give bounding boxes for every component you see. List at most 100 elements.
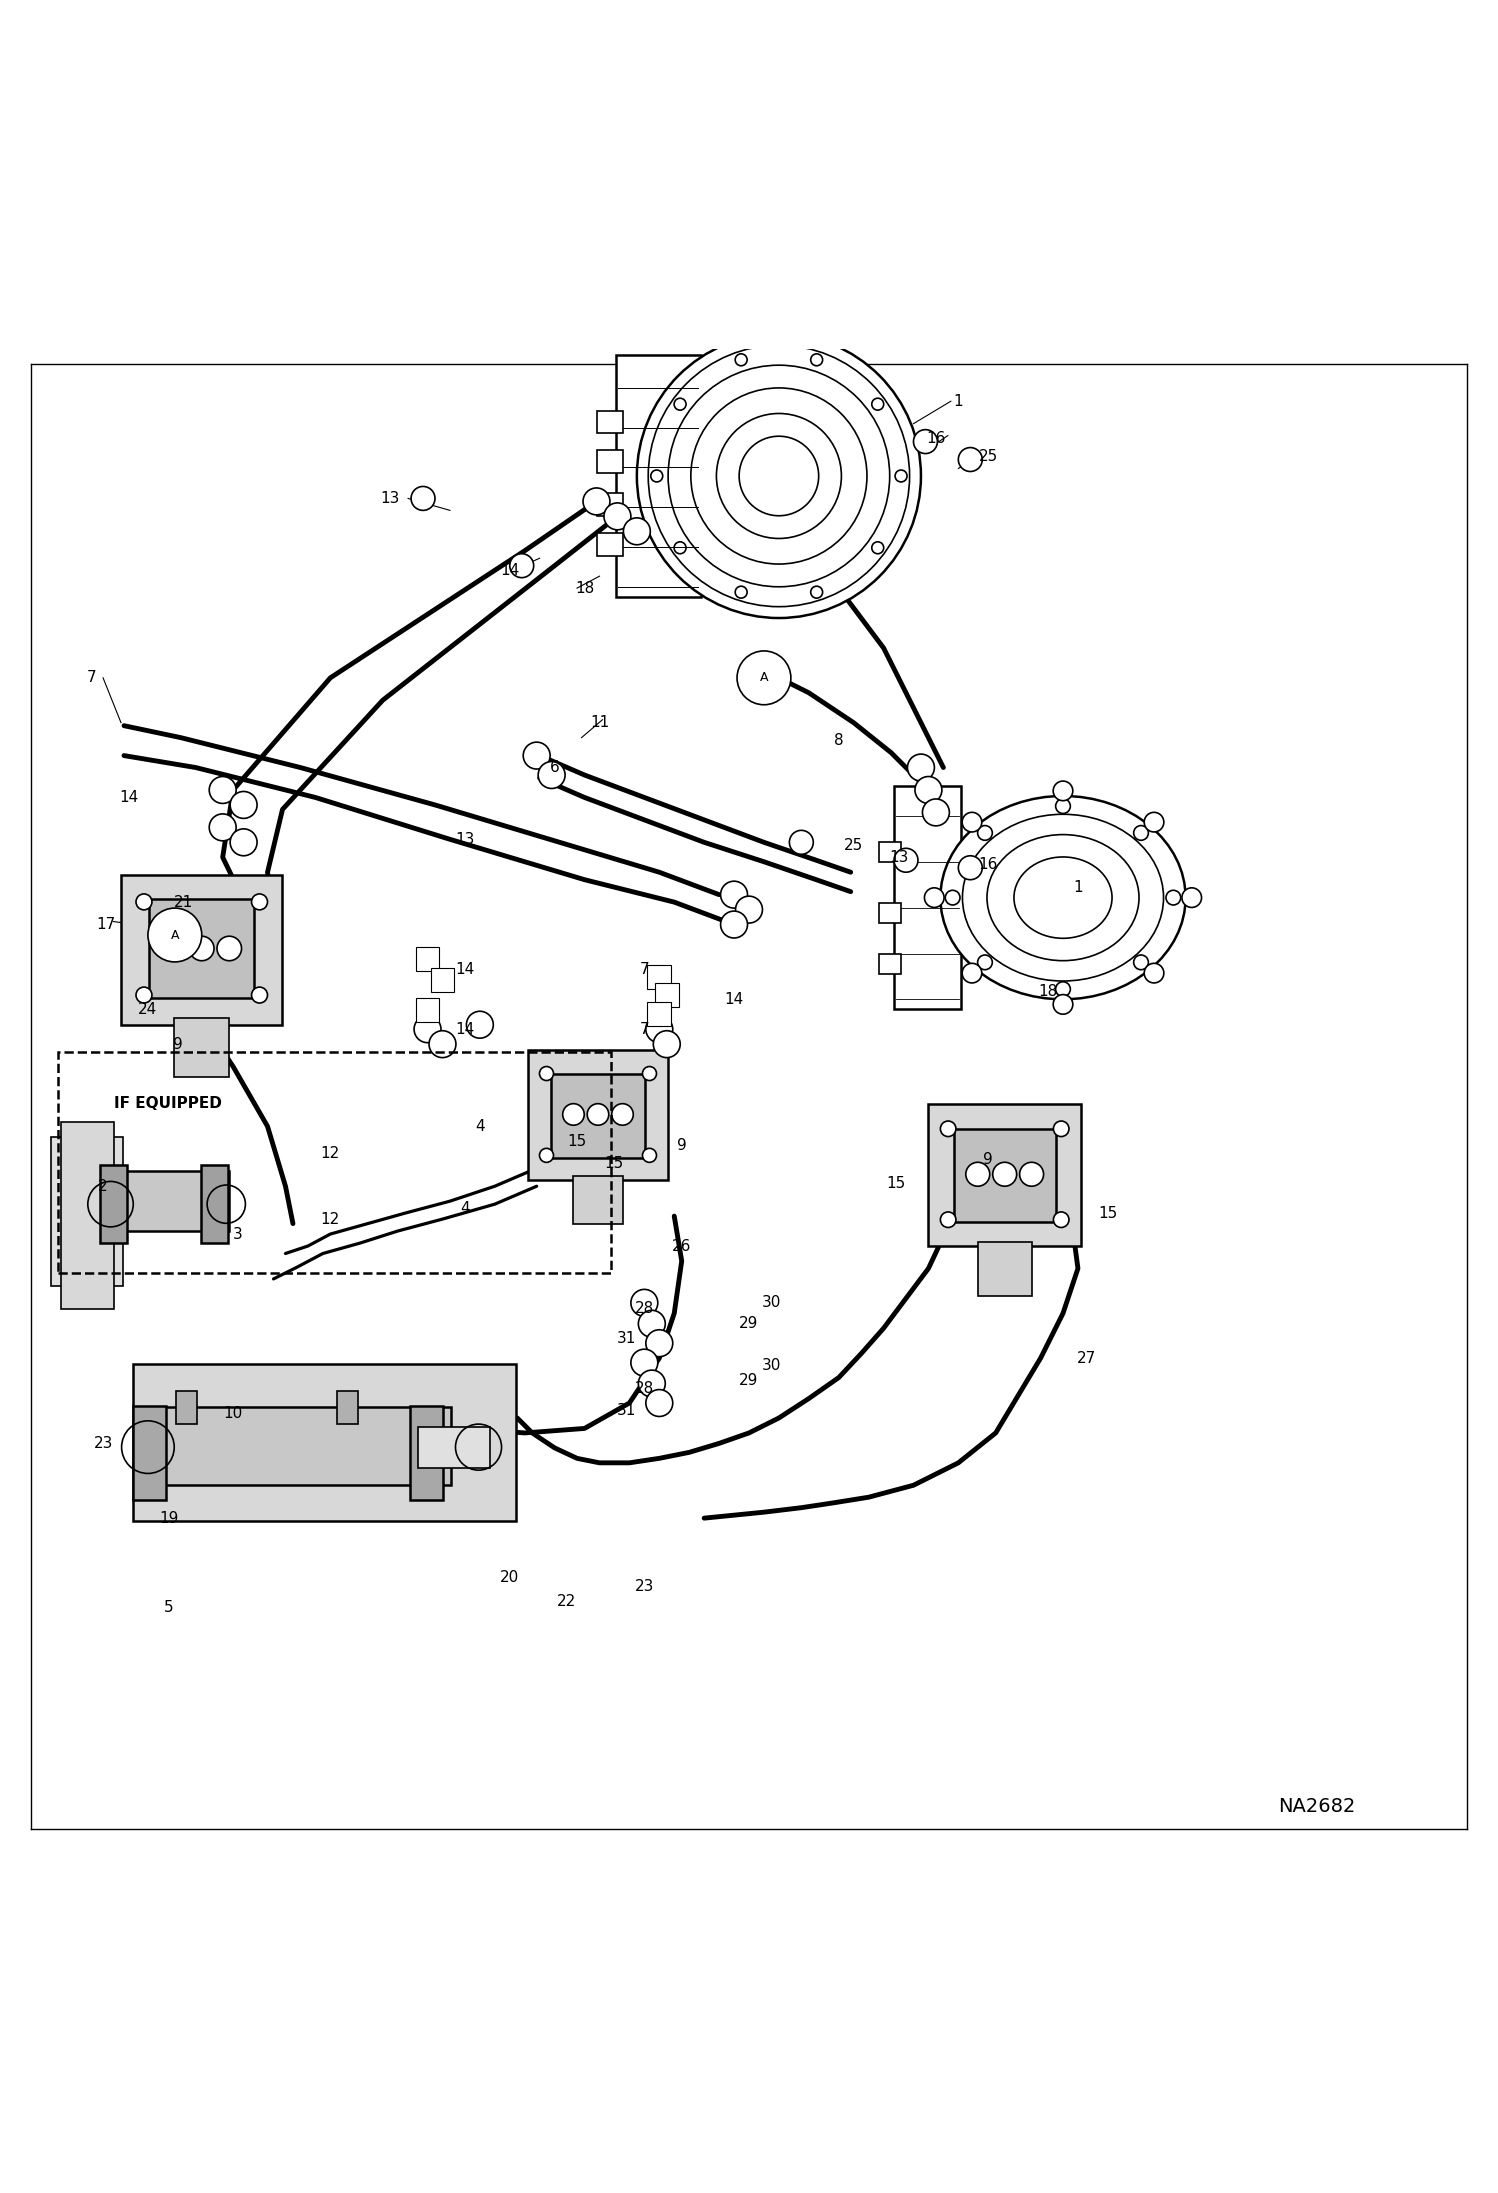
Text: 2: 2 xyxy=(99,1178,108,1193)
Text: 4: 4 xyxy=(460,1202,470,1217)
Circle shape xyxy=(924,888,944,908)
Circle shape xyxy=(962,811,981,831)
Circle shape xyxy=(231,792,258,818)
Text: 14: 14 xyxy=(500,564,520,577)
Bar xyxy=(148,1408,451,1485)
Text: 5: 5 xyxy=(165,1601,174,1616)
Circle shape xyxy=(631,1349,658,1375)
Text: 25: 25 xyxy=(843,838,863,853)
Circle shape xyxy=(1020,1162,1044,1186)
Text: 14: 14 xyxy=(455,1022,475,1037)
Text: 31: 31 xyxy=(617,1331,637,1347)
Bar xyxy=(103,1171,229,1230)
Circle shape xyxy=(915,776,942,803)
Circle shape xyxy=(736,586,748,599)
Circle shape xyxy=(189,936,214,961)
Circle shape xyxy=(1182,888,1201,908)
Text: A: A xyxy=(171,928,180,941)
Circle shape xyxy=(810,586,822,599)
Text: 13: 13 xyxy=(455,831,475,846)
Ellipse shape xyxy=(941,796,1185,1000)
Circle shape xyxy=(1165,890,1180,906)
Text: 16: 16 xyxy=(978,857,998,873)
Circle shape xyxy=(631,1289,658,1316)
Text: 15: 15 xyxy=(605,1156,625,1171)
Bar xyxy=(415,947,439,971)
Text: 23: 23 xyxy=(635,1579,655,1594)
Text: 26: 26 xyxy=(673,1239,692,1254)
Text: 11: 11 xyxy=(590,715,610,730)
Bar xyxy=(647,965,671,989)
Circle shape xyxy=(1144,963,1164,982)
Text: A: A xyxy=(759,671,768,684)
Text: 15: 15 xyxy=(885,1175,905,1191)
Text: 14: 14 xyxy=(725,991,743,1007)
Circle shape xyxy=(604,502,631,531)
Circle shape xyxy=(1056,798,1071,814)
Circle shape xyxy=(638,1371,665,1397)
Circle shape xyxy=(1053,781,1073,800)
Bar xyxy=(879,904,902,923)
Text: 17: 17 xyxy=(96,917,115,932)
Circle shape xyxy=(945,890,960,906)
Bar xyxy=(655,982,679,1007)
Text: 28: 28 xyxy=(635,1300,655,1316)
Bar xyxy=(337,1390,358,1423)
Circle shape xyxy=(646,1390,673,1417)
Bar xyxy=(574,1175,623,1224)
Circle shape xyxy=(643,1149,656,1162)
Circle shape xyxy=(872,399,884,410)
Circle shape xyxy=(162,936,186,961)
Bar xyxy=(647,1002,671,1026)
Text: IF EQUIPPED: IF EQUIPPED xyxy=(114,1096,222,1112)
Text: 15: 15 xyxy=(568,1134,587,1149)
Bar xyxy=(418,1428,490,1467)
Circle shape xyxy=(1053,1121,1070,1136)
Bar xyxy=(410,1406,443,1500)
Text: 29: 29 xyxy=(740,1316,758,1331)
Circle shape xyxy=(646,1015,673,1042)
Text: 3: 3 xyxy=(232,1226,243,1241)
Text: 7: 7 xyxy=(640,963,649,976)
Text: 18: 18 xyxy=(1038,985,1058,1000)
Circle shape xyxy=(623,518,650,544)
Circle shape xyxy=(1053,1213,1070,1228)
Circle shape xyxy=(966,1162,990,1186)
Text: 7: 7 xyxy=(640,1022,649,1037)
Text: 24: 24 xyxy=(138,1002,157,1018)
Bar xyxy=(133,1364,517,1522)
Circle shape xyxy=(908,754,935,781)
Text: 15: 15 xyxy=(1098,1206,1118,1222)
Circle shape xyxy=(789,831,813,855)
Circle shape xyxy=(413,1015,440,1042)
Circle shape xyxy=(538,761,565,789)
Text: 4: 4 xyxy=(475,1118,485,1134)
Circle shape xyxy=(1053,996,1073,1013)
Bar xyxy=(61,1123,114,1309)
Circle shape xyxy=(646,1329,673,1357)
Circle shape xyxy=(539,1149,553,1162)
Text: 20: 20 xyxy=(500,1570,520,1586)
Circle shape xyxy=(674,542,686,555)
Bar xyxy=(598,493,623,515)
Text: 30: 30 xyxy=(762,1296,780,1311)
Text: 9: 9 xyxy=(677,1138,686,1154)
Circle shape xyxy=(736,897,762,923)
Circle shape xyxy=(810,353,822,366)
Circle shape xyxy=(637,333,921,618)
Bar xyxy=(598,450,623,474)
Text: 14: 14 xyxy=(455,963,475,976)
Bar xyxy=(598,533,623,555)
Bar xyxy=(51,1136,123,1287)
Bar xyxy=(598,410,623,434)
Text: 9: 9 xyxy=(983,1151,993,1167)
Circle shape xyxy=(1056,982,1071,996)
Text: 23: 23 xyxy=(93,1436,112,1452)
Circle shape xyxy=(252,895,268,910)
Circle shape xyxy=(1134,825,1149,840)
Text: 12: 12 xyxy=(321,1211,340,1226)
Text: 14: 14 xyxy=(118,789,138,805)
Bar xyxy=(894,785,962,1009)
Text: 10: 10 xyxy=(223,1406,243,1421)
Circle shape xyxy=(466,1011,493,1037)
